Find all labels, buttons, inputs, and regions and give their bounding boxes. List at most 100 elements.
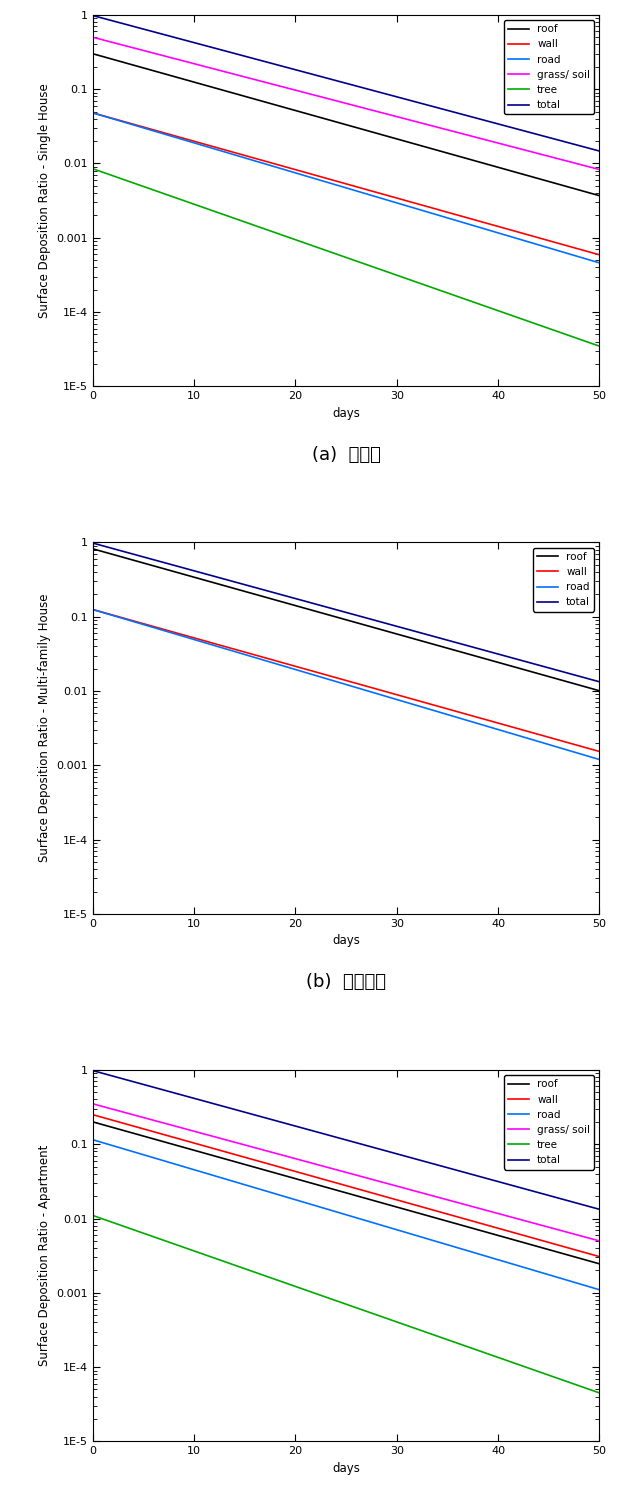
- Line: tree: tree: [93, 1216, 599, 1392]
- road: [391, 193, 398, 211]
- total: [391, 88, 398, 106]
- wall: [363, 181, 371, 199]
- wall: [391, 189, 398, 207]
- roof: [391, 624, 398, 642]
- wall: [504, 716, 512, 734]
- Line: road: road: [93, 113, 599, 263]
- total: [583, 1198, 591, 1216]
- wall: [363, 1183, 371, 1201]
- roof: [391, 1198, 398, 1216]
- roof: [583, 183, 591, 201]
- total: [596, 143, 603, 160]
- Line: wall: wall: [93, 113, 599, 254]
- grass/ soil: [596, 160, 603, 178]
- wall: [332, 669, 340, 687]
- roof: [596, 187, 603, 205]
- roof: [596, 682, 603, 700]
- road: [329, 175, 337, 193]
- total: [329, 600, 337, 618]
- Legend: roof, wall, road, grass/ soil, tree, total: roof, wall, road, grass/ soil, tree, tot…: [504, 1076, 595, 1169]
- roof: [332, 1181, 340, 1199]
- wall: [504, 1221, 512, 1239]
- total: [391, 617, 398, 635]
- wall: [391, 1190, 398, 1208]
- Legend: roof, wall, road, total: roof, wall, road, total: [533, 548, 595, 612]
- Line: roof: roof: [93, 1122, 599, 1263]
- grass/ soil: [596, 1232, 603, 1250]
- Y-axis label: Surface Deposition Ratio - Apartment: Surface Deposition Ratio - Apartment: [38, 1146, 51, 1366]
- tree: [596, 1383, 603, 1401]
- Y-axis label: Surface Deposition Ratio - Single House: Surface Deposition Ratio - Single House: [38, 83, 51, 318]
- Line: road: road: [93, 609, 599, 759]
- tree: [583, 1379, 591, 1397]
- road: [332, 1204, 340, 1221]
- Text: (a)  아파트: (a) 아파트: [311, 446, 381, 464]
- grass/ soil: [329, 1161, 337, 1178]
- roof: [89, 45, 96, 62]
- roof: [583, 679, 591, 697]
- total: [332, 1128, 340, 1146]
- Legend: roof, wall, road, grass/ soil, tree, total: roof, wall, road, grass/ soil, tree, tot…: [504, 21, 595, 114]
- grass/ soil: [363, 100, 371, 117]
- roof: [363, 1190, 371, 1208]
- Line: grass/ soil: grass/ soil: [93, 1104, 599, 1241]
- grass/ soil: [363, 1169, 371, 1187]
- road: [504, 1254, 512, 1272]
- road: [583, 250, 591, 267]
- tree: [89, 160, 96, 178]
- road: [583, 1278, 591, 1296]
- road: [89, 600, 96, 618]
- roof: [329, 1180, 337, 1198]
- Line: roof: roof: [93, 548, 599, 691]
- wall: [89, 600, 96, 618]
- roof: [504, 160, 512, 178]
- total: [363, 609, 371, 627]
- wall: [89, 104, 96, 122]
- wall: [329, 171, 337, 189]
- total: [504, 648, 512, 666]
- total: [583, 670, 591, 688]
- tree: [89, 1207, 96, 1224]
- Line: total: total: [93, 1070, 599, 1210]
- road: [363, 186, 371, 204]
- total: [89, 6, 96, 24]
- tree: [583, 333, 591, 351]
- road: [596, 1281, 603, 1299]
- X-axis label: days: days: [332, 935, 360, 947]
- road: [332, 673, 340, 691]
- roof: [332, 608, 340, 626]
- tree: [329, 1291, 337, 1309]
- wall: [504, 220, 512, 238]
- grass/ soil: [391, 1177, 398, 1195]
- roof: [89, 539, 96, 557]
- grass/ soil: [583, 1229, 591, 1247]
- Y-axis label: Surface Deposition Ratio - Multi-family House: Surface Deposition Ratio - Multi-family …: [38, 594, 51, 862]
- roof: [504, 657, 512, 675]
- wall: [596, 245, 603, 263]
- road: [391, 1220, 398, 1238]
- roof: [89, 1113, 96, 1131]
- wall: [596, 743, 603, 761]
- grass/ soil: [329, 91, 337, 108]
- tree: [332, 245, 340, 263]
- wall: [332, 1174, 340, 1192]
- Line: tree: tree: [93, 169, 599, 346]
- roof: [363, 122, 371, 140]
- total: [332, 600, 340, 618]
- wall: [391, 685, 398, 703]
- tree: [391, 1312, 398, 1330]
- roof: [596, 1254, 603, 1272]
- wall: [89, 1106, 96, 1123]
- grass/ soil: [504, 1207, 512, 1224]
- road: [329, 1202, 337, 1220]
- total: [89, 1061, 96, 1079]
- total: [391, 1144, 398, 1162]
- wall: [596, 1248, 603, 1266]
- X-axis label: days: days: [332, 1462, 360, 1474]
- Line: wall: wall: [93, 609, 599, 752]
- total: [583, 138, 591, 156]
- total: [89, 533, 96, 551]
- wall: [363, 678, 371, 695]
- grass/ soil: [332, 92, 340, 110]
- total: [504, 117, 512, 135]
